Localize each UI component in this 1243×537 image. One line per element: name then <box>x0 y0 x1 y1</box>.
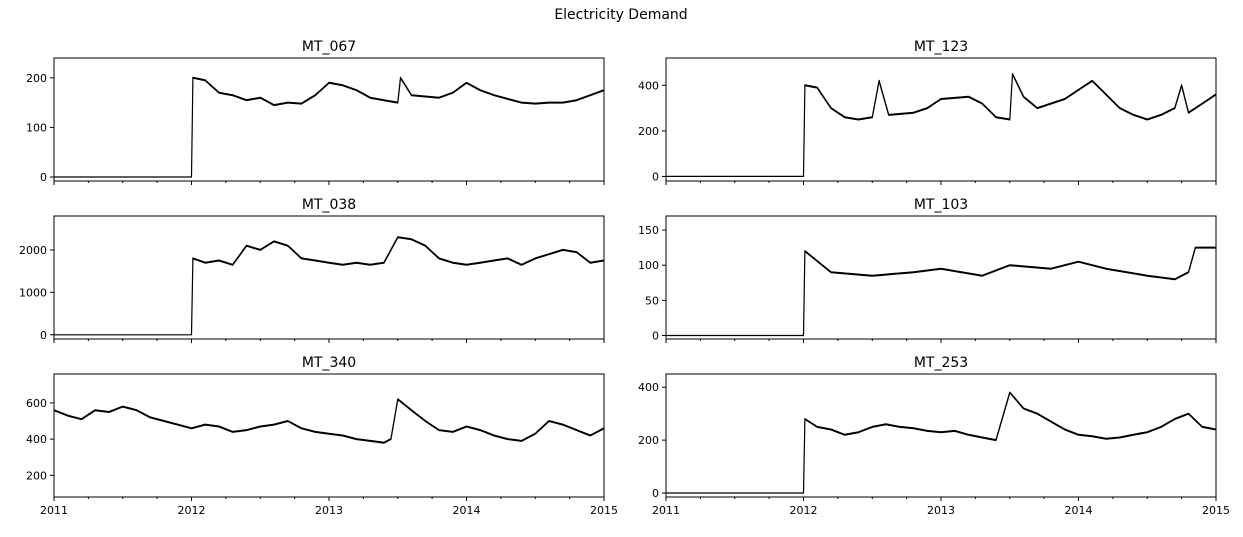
subplot-title-mt067: MT_067 <box>302 39 356 55</box>
subplot-title-mt123: MT_123 <box>914 39 968 55</box>
axes-frame-mt038 <box>53 215 605 340</box>
x-tick-label: 2011 <box>40 504 68 517</box>
y-tick-label: 200 <box>26 469 47 482</box>
y-tick-label: 150 <box>638 224 659 237</box>
y-tick-label: 100 <box>638 259 659 272</box>
y-tick-label: 1000 <box>19 286 47 299</box>
x-tick-label: 2012 <box>790 504 818 517</box>
y-tick-label: 0 <box>652 170 659 183</box>
x-tick-label: 2013 <box>927 504 955 517</box>
x-tick-label: 2012 <box>178 504 206 517</box>
subplot-title-mt253: MT_253 <box>914 355 968 371</box>
y-tick-label: 200 <box>26 72 47 85</box>
axes-frame-mt103 <box>665 215 1217 340</box>
x-tick-label: 2014 <box>1065 504 1093 517</box>
series-line-mt123 <box>666 72 1216 177</box>
subplot-title-mt103: MT_103 <box>914 197 968 213</box>
subplot-mt103: MT_103 0 50 100 150 <box>638 197 1217 343</box>
y-tick-label: 400 <box>638 381 659 394</box>
subplot-mt038: MT_038 0 1000 2000 <box>19 197 605 343</box>
y-tick-label: 0 <box>40 171 47 184</box>
y-tick-label: 200 <box>638 434 659 447</box>
subplot-title-mt340: MT_340 <box>302 355 356 371</box>
subplot-mt123: MT_123 0 200 400 <box>638 39 1217 185</box>
y-tick-label: 200 <box>638 125 659 138</box>
x-tick-label: 2011 <box>652 504 680 517</box>
x-tick-label: 2014 <box>453 504 481 517</box>
y-tick-label: 2000 <box>19 244 47 257</box>
y-tick-label: 0 <box>652 329 659 342</box>
x-tick-label: 2015 <box>590 504 618 517</box>
y-tick-label: 100 <box>26 121 47 134</box>
x-tick-label: 2015 <box>1202 504 1230 517</box>
y-tick-label: 400 <box>638 79 659 92</box>
x-tick-label: 2013 <box>315 504 343 517</box>
y-tick-label: 0 <box>40 329 47 342</box>
y-tick-label: 50 <box>645 294 659 307</box>
subplot-mt253: MT_253 0 200 400 2011 2012 2013 2014 2015 <box>638 355 1230 517</box>
subplot-mt067: MT_067 0 100 200 <box>26 39 605 185</box>
axes-frame-mt340 <box>53 373 605 498</box>
series-line-mt103 <box>666 246 1216 337</box>
y-tick-label: 400 <box>26 433 47 446</box>
axes-frame-mt067 <box>53 57 605 182</box>
series-line-mt340 <box>54 398 604 444</box>
subplot-mt340: MT_340 200 400 600 2011 2012 2013 2014 2015 <box>26 355 618 517</box>
figure-title: Electricity Demand <box>554 7 687 23</box>
series-line-mt067 <box>54 76 604 178</box>
y-tick-label: 0 <box>652 487 659 500</box>
y-tick-label: 600 <box>26 397 47 410</box>
series-line-mt038 <box>54 236 604 336</box>
subplot-title-mt038: MT_038 <box>302 197 356 213</box>
axes-frame-mt123 <box>665 57 1217 182</box>
series-line-mt253 <box>666 391 1216 494</box>
